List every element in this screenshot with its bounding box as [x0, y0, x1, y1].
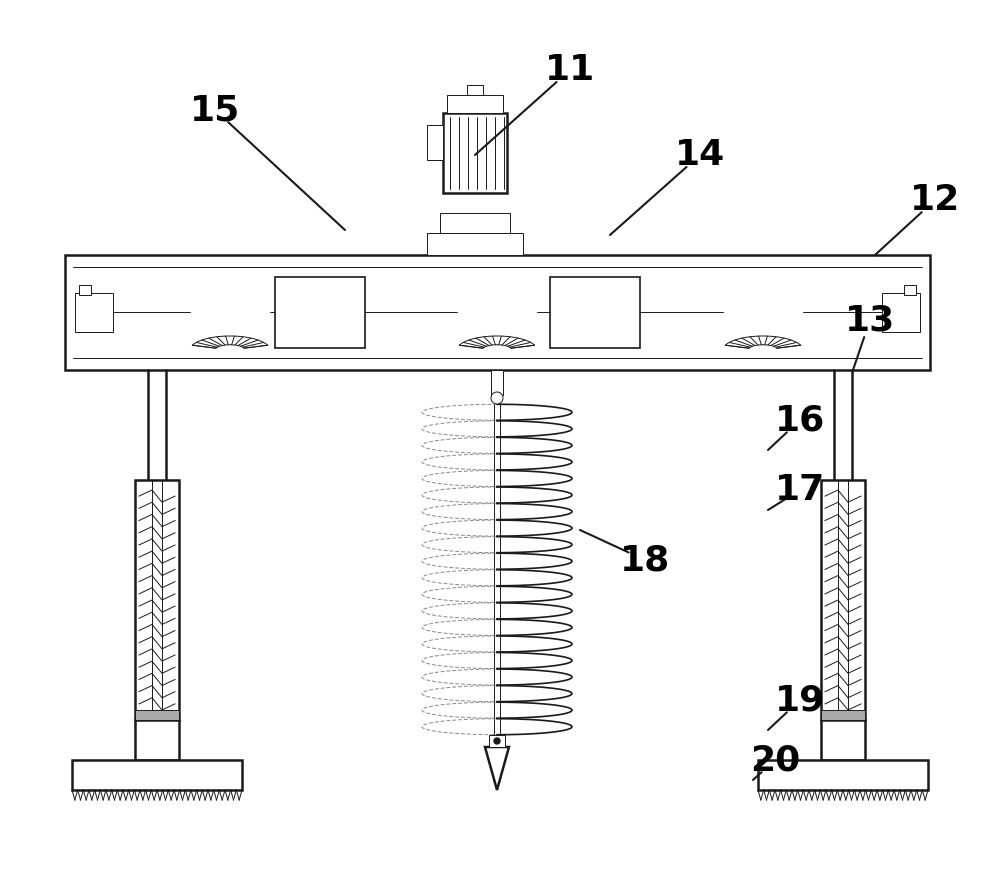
Circle shape [491, 392, 503, 404]
Bar [550, 277, 640, 348]
Bar [758, 760, 928, 790]
Bar [275, 277, 365, 348]
Bar [135, 710, 179, 720]
Bar [821, 480, 865, 720]
Bar [467, 85, 483, 95]
Text: 20: 20 [750, 743, 800, 777]
Bar [135, 480, 179, 720]
Text: 16: 16 [775, 403, 825, 437]
Bar [79, 285, 91, 295]
Bar [65, 255, 930, 370]
Polygon shape [485, 747, 509, 790]
Bar [882, 293, 920, 332]
Text: 19: 19 [775, 683, 825, 717]
Text: 13: 13 [845, 303, 895, 337]
Bar [440, 213, 510, 233]
Text: 12: 12 [910, 183, 960, 217]
Bar [443, 113, 507, 193]
Bar [821, 720, 865, 760]
Bar [427, 233, 523, 255]
Bar [904, 285, 916, 295]
Text: 11: 11 [545, 53, 595, 87]
Bar [427, 125, 443, 160]
Bar [821, 710, 865, 720]
Text: 17: 17 [775, 473, 825, 507]
Bar [489, 735, 505, 747]
Bar [447, 95, 503, 113]
Text: 15: 15 [190, 93, 240, 127]
Bar [72, 760, 242, 790]
Circle shape [494, 738, 500, 744]
Text: 18: 18 [620, 543, 670, 577]
Bar [135, 720, 179, 760]
Bar [491, 370, 503, 395]
Bar [75, 293, 113, 332]
Text: 14: 14 [675, 138, 725, 172]
